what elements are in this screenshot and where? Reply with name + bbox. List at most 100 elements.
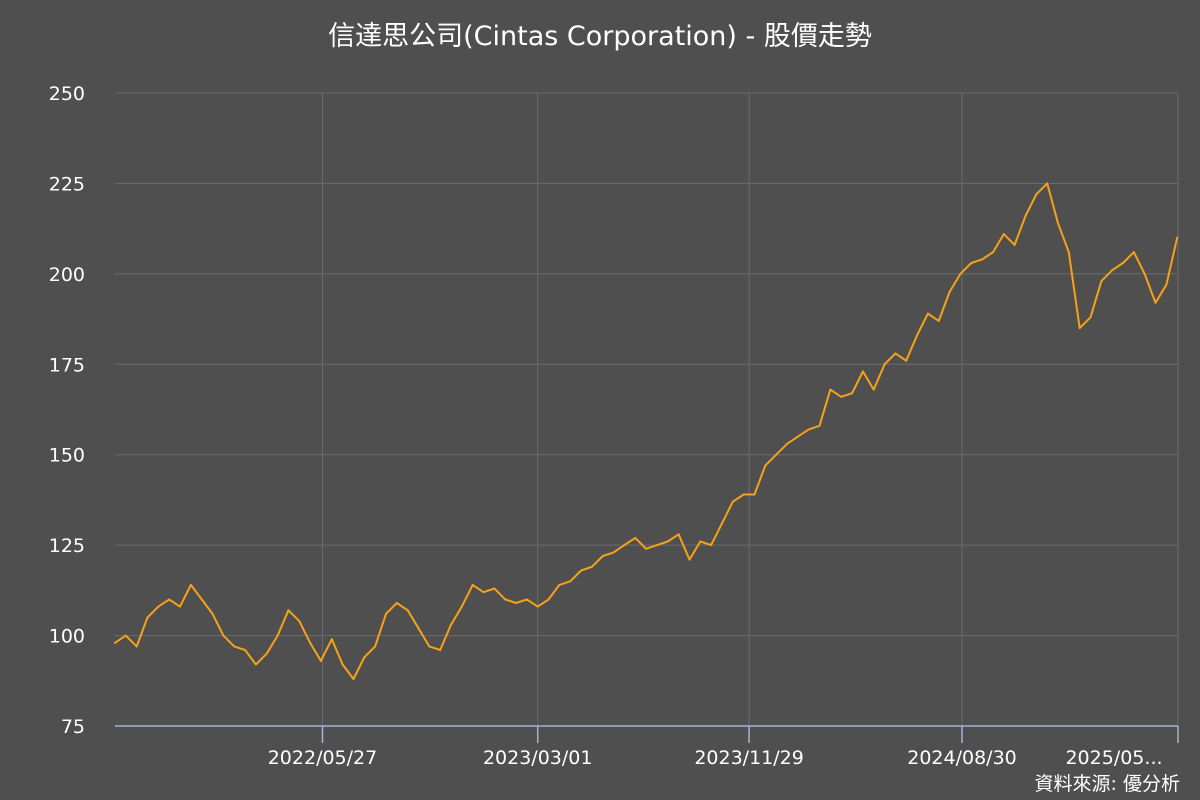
data-point [688,558,691,561]
data-point [818,424,821,427]
data-point [981,258,984,261]
axes: 75 100 125 150 175 200 225 250 2022/05/27 2023/03… [49,83,1179,769]
data-point [298,620,301,623]
data-point [742,493,745,496]
data-point [796,435,799,438]
data-point [861,370,864,373]
y-tick-label: 75 [61,716,85,738]
data-point [222,634,225,637]
data-point [352,678,355,680]
data-point [363,656,366,659]
data-point [645,547,648,550]
data-point [254,663,257,666]
data-point [775,453,778,456]
x-tick-label: 2023/03/01 [483,747,593,769]
y-tick-label: 250 [49,83,85,105]
data-point [200,598,203,601]
data-point [428,645,431,648]
data-point [406,609,409,612]
data-point [287,609,290,612]
data-point [731,500,734,503]
data-point [395,602,398,604]
data-point [883,363,886,366]
data-point [677,533,680,536]
data-point [525,598,528,601]
y-tick-label: 150 [49,445,85,467]
x-tick-label: 2023/11/29 [694,747,804,769]
data-point [211,612,214,615]
data-point [666,540,669,543]
data-point [959,272,962,275]
y-tick-label: 125 [49,535,85,557]
data-point [872,388,875,391]
price-series-line [114,182,1179,680]
x-tick-label: 2024/08/30 [907,747,1017,769]
source-note: 資料來源: 優分析 [1034,773,1180,795]
data-point [168,598,171,601]
data-point [786,442,788,445]
data-point [937,319,940,322]
data-point [1013,243,1016,246]
data-point [146,616,149,619]
data-point [753,493,756,496]
x-tick-label: 2022/05/27 [268,747,378,769]
data-point [590,565,593,568]
data-point [1067,251,1070,254]
data-point [1122,262,1124,264]
data-point [265,652,268,655]
data-point [1035,193,1038,196]
data-point [656,544,658,547]
data-point [634,536,637,539]
data-point [1046,182,1049,185]
data-point [916,334,919,337]
y-tick-label: 175 [49,354,85,376]
data-point [460,605,463,608]
data-point [157,605,160,608]
data-point [764,464,767,467]
data-point [417,627,420,630]
data-point [1154,301,1157,304]
data-point [341,663,344,666]
data-point [1100,280,1103,283]
data-point [580,569,583,572]
x-tick-label: 2025/05... [1065,747,1162,769]
data-point [189,583,192,586]
data-point [319,659,322,662]
data-point [482,591,485,594]
data-point [992,251,994,254]
data-point [1089,316,1092,319]
data-point [1057,222,1059,225]
data-point [894,352,897,355]
data-point [569,580,572,583]
data-point [179,605,181,608]
data-point [840,395,843,398]
data-point [276,634,279,637]
data-point [309,641,312,644]
data-point [233,645,236,648]
data-point [1024,215,1027,217]
data-point [699,540,702,543]
data-point [905,359,908,362]
data-point [1176,236,1179,239]
data-point [1078,327,1081,330]
data-point [1111,269,1114,272]
y-tick-label: 100 [49,626,85,648]
series-layer [114,182,1179,680]
data-point [330,638,333,641]
y-tick-label: 225 [49,173,85,195]
chart-title: 信達思公司(Cintas Corporation) - 股價走勢 [328,21,872,52]
data-point [612,551,615,554]
data-point [385,612,387,615]
data-point [601,555,604,557]
data-point [1002,233,1005,236]
data-point [1143,272,1146,275]
data-point [439,649,442,651]
grid-lines [115,92,1179,726]
data-point [244,649,247,651]
data-point [135,645,138,648]
data-point [1132,251,1135,254]
data-point [504,598,507,601]
data-point [851,392,854,395]
